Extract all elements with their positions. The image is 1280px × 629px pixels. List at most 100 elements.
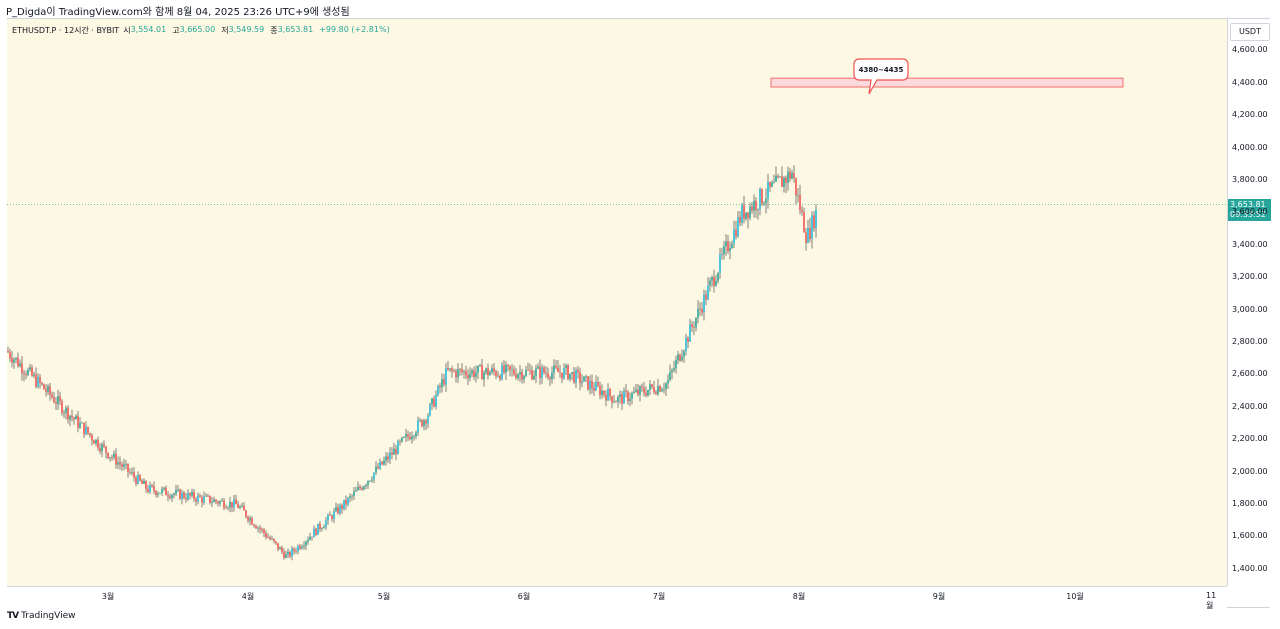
currency-label[interactable]: USDT [1230, 23, 1270, 41]
candle-body [393, 448, 395, 455]
candle-body [389, 452, 391, 460]
candle-body [557, 367, 559, 373]
candle-body [511, 369, 513, 371]
candle-body [643, 387, 645, 393]
candle-body [193, 492, 195, 499]
candle-body [177, 489, 179, 491]
brand-name: TradingView [21, 611, 76, 621]
candle-body [589, 380, 591, 390]
candle-body [43, 384, 45, 390]
candle-body [275, 541, 277, 544]
candle-body [395, 448, 397, 455]
candle-body [501, 365, 503, 380]
candle-body [575, 370, 577, 383]
candle-body [81, 422, 83, 424]
candle-body [715, 280, 717, 286]
candle-body [319, 523, 321, 530]
candle-body [571, 372, 573, 374]
candle-body [483, 372, 485, 380]
candle-body [263, 529, 265, 534]
candle-body [567, 365, 569, 380]
candle-body [675, 360, 677, 369]
candle-body [689, 324, 691, 342]
candle-body [335, 507, 337, 512]
candle-body [321, 528, 323, 530]
candle-body [21, 363, 23, 374]
candle-body [763, 202, 765, 204]
legend-symbol[interactable]: ETHUSDT.P · 12시간 · BYBIT [12, 26, 120, 35]
candle-body [425, 420, 427, 424]
candle-body [131, 472, 133, 473]
candle-body [493, 368, 495, 372]
candle-body [607, 389, 609, 401]
chart-pane[interactable]: 4380~4435 ETHUSDT.P · 12시간 · BYBIT 시 3,5… [7, 19, 1227, 586]
candle-body [159, 492, 161, 494]
candle-body [697, 308, 699, 318]
candle-body [67, 407, 69, 420]
candle-body [775, 175, 777, 182]
price-axis[interactable]: USDT 3,653.81 09:33:52 1,400.00 1,600.00 1… [1227, 19, 1271, 586]
price-tick-label: 4,200.00 [1232, 110, 1268, 120]
candle-body [317, 523, 319, 535]
candle-body [645, 392, 647, 396]
candle-body [195, 498, 197, 502]
candle-body [569, 373, 571, 380]
candle-body [481, 365, 483, 380]
candle-body [45, 389, 47, 392]
candle-body [615, 401, 617, 403]
candle-body [731, 243, 733, 249]
candle-body [581, 381, 583, 383]
time-axis[interactable]: 3월 4월 5월 6월 7월 8월 9월 10월 11월 [7, 586, 1227, 610]
candle-body [597, 382, 599, 386]
tradingview-brand: 𝗧𝗩 TradingView [7, 611, 76, 621]
candle-body [219, 501, 221, 504]
candle-body [129, 471, 131, 473]
candle-body [33, 374, 35, 376]
price-tick-label: 2,800.00 [1232, 337, 1268, 346]
candle-body [457, 369, 459, 378]
candle-body [661, 389, 663, 392]
candle-body [679, 354, 681, 361]
candle-body [723, 246, 725, 255]
candle-body [743, 204, 745, 219]
candle-body [283, 551, 285, 558]
candle-body [109, 457, 111, 458]
candle-body [137, 475, 139, 484]
candle-body [53, 397, 55, 403]
candle-body [547, 373, 549, 378]
candle-body [509, 365, 511, 370]
candle-body [507, 364, 509, 366]
legend-close-label: 종 [270, 26, 278, 35]
candle-body [365, 485, 367, 487]
candle-body [233, 499, 235, 508]
candle-body [367, 480, 369, 486]
candle-body [175, 489, 177, 494]
candle-body [93, 440, 95, 444]
candle-body [529, 370, 531, 371]
time-tick-label: 10월 [1066, 592, 1084, 601]
candle-body [119, 462, 121, 465]
price-tick-label: 4,000.00 [1232, 142, 1268, 152]
candle-body [127, 463, 129, 472]
candle-body [65, 407, 67, 413]
time-tick-label: 11월 [1206, 591, 1217, 610]
candle-body [237, 504, 239, 508]
candle-body [603, 390, 605, 395]
candle-body [113, 453, 115, 458]
candle-body [797, 194, 799, 196]
candle-body [613, 401, 615, 403]
legend-change: +99.80 (+2.81%) [319, 25, 390, 34]
candle-body [245, 510, 247, 517]
candle-body [757, 209, 759, 211]
candle-body [785, 177, 787, 183]
price-tick-label: 3,800.00 [1232, 175, 1268, 184]
candle-body [397, 441, 399, 455]
candle-body [619, 394, 621, 397]
candle-body [753, 200, 755, 211]
candle-body [407, 434, 409, 437]
candle-body [585, 376, 587, 378]
candle-body [455, 371, 457, 378]
candle-body [187, 493, 189, 500]
candle-body [709, 280, 711, 286]
candle-body [23, 373, 25, 374]
